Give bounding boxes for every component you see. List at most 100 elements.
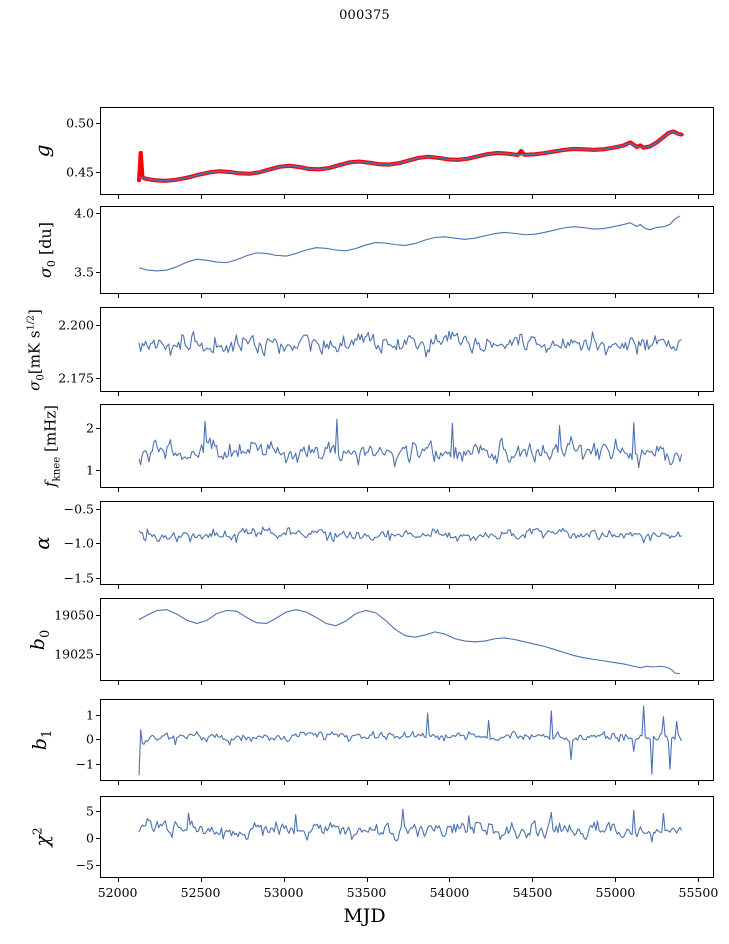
y-tick-label: −1.5 [63,570,94,586]
panel-sigma0-mKs: 2.175 2.200 [58,307,714,396]
x-tick-mark [449,194,451,199]
x-tick-mark [698,584,700,589]
x-tick-mark [283,680,285,685]
x-tick-label: 55500 [678,885,719,900]
y-tick-label: 19050 [54,607,94,623]
panel-data-b1 [101,700,713,780]
x-tick-mark [200,877,202,882]
x-tick-mark [615,391,617,396]
x-tick-mark [366,487,368,492]
x-tick-label: 53500 [346,885,387,900]
y-tick-mark [96,614,101,616]
y-tick-label: 3.5 [74,264,94,280]
x-tick-mark [449,877,451,882]
x-tick-mark [532,584,534,589]
series-sigma0-du-line [139,216,680,271]
x-tick-mark [698,194,700,199]
y-axis-label-gain: g [30,144,54,158]
y-tick-label: 0 [86,830,94,846]
x-axis-label: MJD [343,905,386,927]
x-tick-label: 54500 [512,885,553,900]
x-tick-mark [698,680,700,685]
x-tick-mark [532,293,534,298]
panel-data-fknee [101,405,713,487]
y-tick-mark [96,212,101,214]
x-tick-mark [117,391,119,396]
panel-data-gain [136,129,684,183]
y-tick-mark [96,810,101,812]
series-sigma0-mKs-line [139,331,682,357]
x-tick-mark [117,780,119,785]
x-tick-mark [532,194,534,199]
x-tick-mark [366,780,368,785]
x-tick-mark [117,194,119,199]
y-tick-mark [96,865,101,867]
series-alpha-line [139,527,682,543]
x-tick-mark [449,487,451,492]
series-b0-line [139,610,680,674]
x-tick-mark [532,391,534,396]
y-tick-label: 0.45 [66,164,94,180]
series-fknee-line [139,419,682,467]
x-tick-mark [366,877,368,882]
x-tick-mark [532,780,534,785]
x-tick-label: 52000 [97,885,138,900]
panel-sigma0-du: 3.5 4.0 [74,205,714,298]
y-tick-mark [96,508,101,510]
x-tick-mark [200,584,202,589]
panel-data-alpha [101,502,713,584]
x-tick-mark [117,877,119,882]
panel-chi2: 5 0 −5 52000 52500 53000 53500 54000 54500 55000 5… [76,796,718,900]
y-tick-label: 4.0 [74,205,94,221]
x-tick-mark [615,780,617,785]
y-axis-label-alpha: α [30,536,54,550]
y-tick-mark [96,428,101,430]
y-axis-label-fknee: fknee [mHz] [41,404,63,488]
x-tick-mark [283,780,285,785]
y-tick-label: 1 [86,462,94,478]
x-tick-mark [117,487,119,492]
x-tick-mark [698,487,700,492]
x-tick-mark [200,391,202,396]
x-tick-label: 52500 [180,885,221,900]
x-tick-mark [698,293,700,298]
series-gain-scatter [136,129,684,183]
x-tick-mark [283,584,285,589]
x-tick-label: 55000 [595,885,636,900]
series-b1-line [139,706,682,775]
panel-data-chi2 [101,797,713,877]
x-tick-mark [200,293,202,298]
y-axis-label-b1: b1 [29,729,55,751]
y-axis-label-sigma0-du: σ0 [du] [35,222,59,278]
x-tick-mark [283,487,285,492]
y-tick-label: 2 [86,420,94,436]
y-tick-label: 0 [86,731,94,747]
series-gain-model [139,132,682,181]
x-tick-mark [283,391,285,396]
panel-data-sigma0-mKs [101,308,713,391]
x-tick-mark [698,877,700,882]
y-tick-mark [96,470,101,472]
y-tick-mark [96,325,101,326]
x-tick-mark [366,584,368,589]
x-tick-mark [449,780,451,785]
x-tick-mark [532,680,534,685]
figure-title: 000375 [339,8,390,23]
y-tick-mark [96,739,101,741]
y-tick-mark [96,543,101,545]
x-tick-mark [615,877,617,882]
x-tick-mark [532,877,534,882]
x-tick-mark [117,584,119,589]
y-tick-mark [96,122,101,124]
panel-data-b0 [101,599,713,680]
panel-data-sigma0-du [101,207,713,293]
panel-gain: 0.45 0.50 [66,107,714,199]
x-tick-mark [449,680,451,685]
x-tick-mark [532,487,534,492]
y-tick-label: 0.50 [66,115,94,131]
y-axis-label-chi2: χ2 [30,827,54,847]
x-tick-mark [449,584,451,589]
x-tick-mark [698,391,700,396]
